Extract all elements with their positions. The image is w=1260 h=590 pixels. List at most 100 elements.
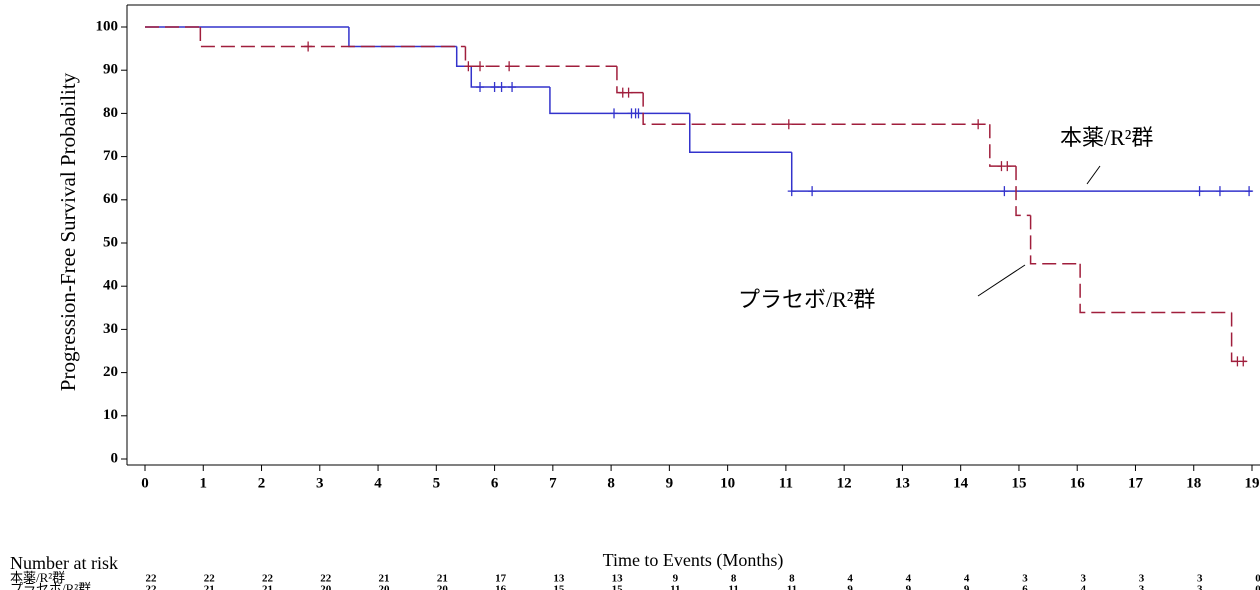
y-tick-label: 30: [103, 321, 118, 337]
risk-count: 15: [553, 584, 565, 590]
risk-row-label: プラセボ/R²群: [10, 581, 91, 590]
risk-count: 13: [553, 573, 565, 585]
censor-mark: [505, 61, 514, 72]
risk-count: 3: [1022, 573, 1028, 585]
risk-count: 22: [262, 573, 274, 585]
x-tick-label: 16: [1070, 475, 1086, 491]
x-tick-label: 8: [607, 475, 615, 491]
annotation-leader: [977, 264, 1026, 297]
risk-count: 20: [320, 584, 332, 590]
x-tick-label: 1: [200, 475, 208, 491]
risk-count: 8: [789, 573, 795, 585]
x-tick-label: 14: [953, 475, 969, 491]
risk-count: 3: [1139, 573, 1145, 585]
risk-count: 22: [204, 573, 216, 585]
risk-count: 9: [673, 573, 679, 585]
censor-mark: [1195, 186, 1204, 197]
risk-count: 9: [847, 584, 853, 590]
x-tick-label: 15: [1011, 475, 1026, 491]
risk-count: 4: [906, 573, 912, 585]
x-axis-label: Time to Events (Months): [603, 550, 784, 571]
x-tick-label: 0: [141, 475, 149, 491]
x-tick-label: 3: [316, 475, 324, 491]
risk-count: 4: [1080, 584, 1086, 590]
risk-count: 22: [320, 573, 332, 585]
survival-step: [464, 46, 617, 68]
y-tick-label: 70: [103, 148, 118, 164]
risk-count: 20: [437, 584, 449, 590]
censor-mark: [610, 108, 619, 119]
y-tick-label: 50: [103, 234, 118, 250]
risk-count: 17: [495, 573, 507, 585]
y-tick-label: 20: [103, 364, 118, 380]
risk-count: 11: [728, 584, 738, 590]
risk-count: 8: [731, 573, 737, 585]
censor-mark: [808, 186, 817, 197]
survival-step: [689, 113, 792, 154]
risk-count: 9: [906, 584, 912, 590]
risk-count: 0: [1255, 584, 1260, 590]
survival-step: [790, 152, 1252, 192]
censor-mark: [1003, 161, 1012, 172]
risk-count: 6: [1022, 584, 1028, 590]
risk-count: 21: [262, 584, 273, 590]
censor-mark: [304, 41, 313, 52]
survival-step: [455, 46, 472, 68]
survival-step: [642, 92, 990, 125]
censor-mark: [490, 82, 499, 93]
y-tick-label: 100: [96, 18, 119, 34]
risk-count: 4: [964, 573, 970, 585]
risk-count: 13: [612, 573, 624, 585]
risk-count: 3: [1197, 584, 1203, 590]
survival-step: [199, 27, 466, 48]
survival-step: [989, 124, 1017, 167]
x-tick-label: 13: [895, 475, 910, 491]
risk-count: 15: [612, 584, 624, 590]
risk-count: 16: [495, 584, 507, 590]
survival-step: [348, 27, 457, 48]
risk-row-label: 本薬/R²群: [10, 570, 65, 585]
x-tick-label: 19: [1245, 475, 1260, 491]
risk-count: 11: [787, 584, 797, 590]
y-tick-label: 80: [103, 105, 118, 121]
censor-mark: [624, 87, 633, 98]
risk-count: 3: [1139, 584, 1145, 590]
risk-title: Number at risk: [10, 553, 118, 573]
censor-mark: [476, 61, 485, 72]
survival-step: [1029, 215, 1081, 265]
survival-step: [1079, 263, 1232, 314]
x-tick-label: 2: [258, 475, 266, 491]
y-tick-label: 90: [103, 62, 118, 78]
survival-step: [616, 66, 644, 94]
risk-count: 22: [146, 573, 158, 585]
censor-mark: [974, 119, 983, 130]
risk-count: 21: [379, 573, 390, 585]
x-tick-label: 12: [837, 475, 852, 491]
risk-count: 3: [1080, 573, 1086, 585]
censor-mark: [476, 82, 485, 93]
censor-mark: [787, 186, 796, 197]
censor-mark: [1239, 356, 1248, 367]
y-axis-label: Progression-Free Survival Probability: [56, 72, 80, 391]
censor-mark: [1000, 186, 1009, 197]
risk-count: 20: [379, 584, 391, 590]
annotation: プラセボ/R²群: [738, 287, 875, 312]
y-tick-label: 0: [111, 450, 119, 466]
annotation: 本薬/R²群: [1060, 125, 1153, 150]
x-tick-label: 9: [666, 475, 674, 491]
risk-count: 0: [1255, 573, 1260, 585]
y-tick-label: 60: [103, 191, 118, 207]
censor-mark: [508, 82, 517, 93]
x-tick-label: 7: [549, 475, 557, 491]
risk-count: 21: [204, 584, 215, 590]
risk-count: 11: [670, 584, 680, 590]
censor-mark: [1245, 186, 1254, 197]
censor-mark: [497, 82, 506, 93]
censor-mark: [784, 119, 793, 130]
censor-mark: [464, 61, 473, 72]
risk-count: 3: [1197, 573, 1203, 585]
x-tick-label: 17: [1128, 475, 1144, 491]
annotation-leader: [1086, 165, 1101, 185]
